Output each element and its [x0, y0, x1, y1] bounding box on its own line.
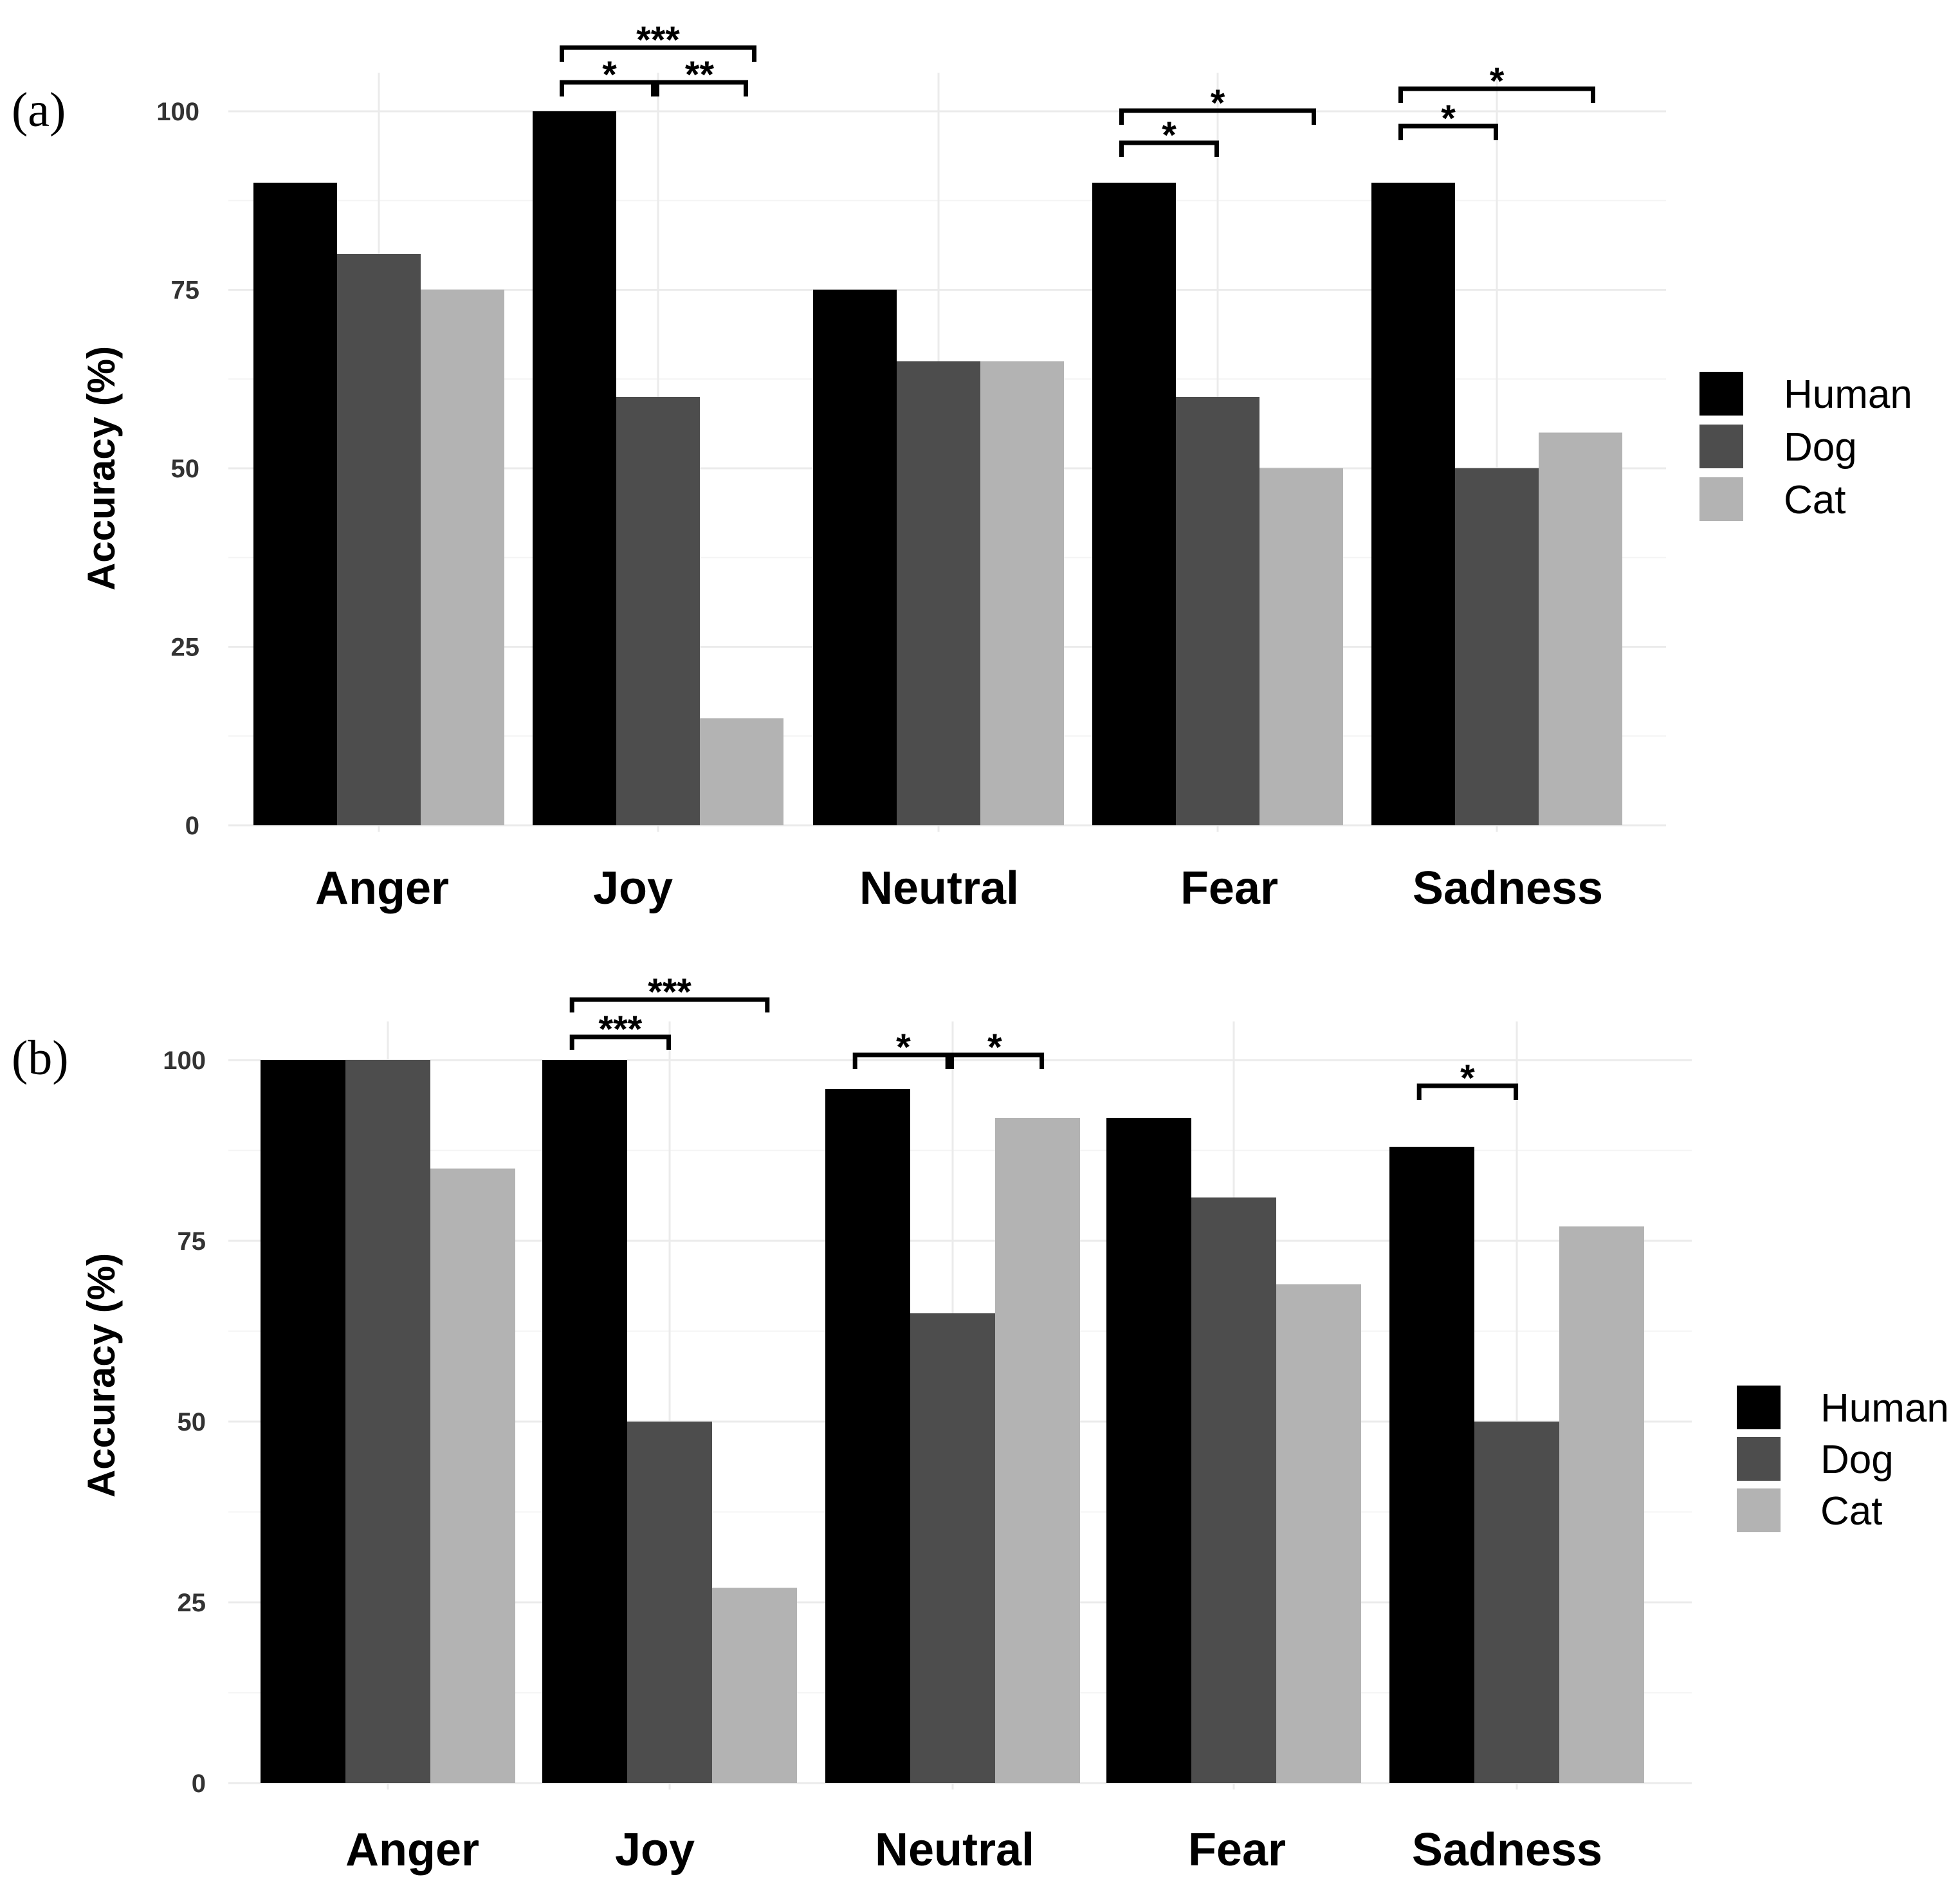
bar-fear-human [1106, 1117, 1191, 1783]
y-tick-label: 75 [171, 277, 200, 305]
significance-label: * [987, 1027, 1002, 1068]
significance-bracket [560, 80, 659, 96]
legend-label: Cat [1784, 478, 1846, 522]
x-tick-label: Fear [1188, 1824, 1286, 1876]
bar-neutral-human [825, 1088, 910, 1783]
x-tick-label: Fear [1180, 863, 1278, 914]
x-tick-label: Joy [615, 1824, 695, 1876]
bar-anger-cat [421, 289, 504, 825]
legend-swatch-human [1699, 372, 1743, 416]
bar-anger-cat [430, 1168, 515, 1783]
x-tick-label: Sadness [1413, 863, 1603, 914]
legend-label: Dog [1820, 1438, 1894, 1482]
significance-bracket [651, 80, 748, 96]
legend-label: Human [1784, 372, 1912, 417]
significance-label: ** [685, 54, 715, 96]
y-axis-label: Accuracy (%) [80, 1253, 123, 1497]
legend-label: Cat [1820, 1489, 1882, 1533]
y-tick-label: 75 [178, 1227, 206, 1256]
bar-sadness-dog [1455, 468, 1539, 825]
bar-sadness-human [1389, 1146, 1474, 1783]
significance-bracket [852, 1052, 955, 1069]
bar-sadness-cat [1559, 1226, 1644, 1783]
y-axis-label: Accuracy (%) [80, 346, 123, 590]
bar-fear-dog [1191, 1197, 1276, 1783]
y-tick-label: 50 [171, 455, 200, 483]
significance-label: * [602, 54, 617, 96]
x-tick-label: Neutral [875, 1824, 1034, 1876]
bar-anger-dog [345, 1060, 430, 1783]
panel-label: (a) [12, 83, 66, 137]
x-tick-label: Anger [315, 863, 449, 914]
bar-neutral-dog [910, 1313, 995, 1783]
bar-anger-human [253, 183, 337, 825]
bar-anger-dog [337, 254, 421, 825]
legend-swatch-human [1737, 1386, 1781, 1429]
significance-bracket [1119, 140, 1219, 157]
legend-swatch-cat [1699, 477, 1743, 521]
y-tick-label: 0 [185, 812, 199, 840]
bar-anger-human [261, 1060, 345, 1783]
significance-label: * [1211, 82, 1225, 124]
significance-label: * [1162, 114, 1177, 156]
legend-label: Dog [1784, 425, 1857, 470]
bar-fear-cat [1276, 1284, 1361, 1783]
x-tick-label: Joy [593, 863, 673, 914]
bar-fear-cat [1259, 468, 1343, 825]
bar-neutral-cat [980, 361, 1064, 825]
legend-swatch-cat [1737, 1488, 1781, 1532]
bar-fear-dog [1176, 397, 1259, 825]
chart-panel-a: (a) 0 25 50 75 100 Accuracy (%) Anger Joy Neutral… [12, 19, 1912, 914]
x-tick-label: Neutral [859, 863, 1019, 914]
significance-label: *** [636, 19, 680, 61]
y-tick-label: 100 [163, 1047, 206, 1075]
significance-bracket [1398, 86, 1595, 103]
x-tick-label: Sadness [1412, 1824, 1602, 1876]
x-tick-label: Anger [345, 1824, 479, 1876]
significance-label: * [896, 1027, 911, 1068]
bar-joy-dog [616, 397, 700, 825]
bar-neutral-cat [995, 1117, 1080, 1783]
bar-joy-cat [712, 1588, 797, 1783]
significance-label: * [1441, 98, 1456, 140]
bar-fear-human [1092, 183, 1176, 825]
bar-neutral-human [813, 289, 897, 825]
panel-label: (b) [12, 1031, 69, 1085]
y-tick-label: 100 [156, 98, 199, 126]
significance-label: * [1460, 1057, 1475, 1099]
y-tick-label: 25 [171, 634, 200, 662]
significance-bracket [1119, 108, 1316, 125]
significance-bracket [569, 1034, 672, 1050]
significance-label: *** [648, 971, 691, 1013]
bar-sadness-dog [1474, 1422, 1559, 1783]
significance-bracket [945, 1052, 1045, 1069]
significance-bracket [1416, 1083, 1519, 1100]
bar-neutral-dog [897, 361, 980, 825]
bar-sadness-human [1371, 183, 1455, 825]
significance-label: *** [599, 1009, 643, 1050]
significance-bracket [560, 45, 756, 62]
y-tick-label: 25 [178, 1589, 206, 1617]
bar-joy-cat [700, 718, 783, 825]
bar-joy-human [542, 1060, 627, 1783]
legend: Human Dog Cat [1737, 1386, 1949, 1533]
y-tick-label: 50 [178, 1408, 206, 1436]
bar-joy-dog [627, 1422, 712, 1783]
chart-panel-b: (b) 0 25 50 75 100 Accuracy (%) Anger Joy Neutral… [12, 971, 1949, 1876]
bar-sadness-cat [1539, 432, 1622, 825]
legend: Human Dog Cat [1699, 372, 1912, 522]
legend-label: Human [1820, 1386, 1949, 1431]
legend-swatch-dog [1699, 425, 1743, 468]
bar-joy-human [533, 111, 616, 825]
significance-label: * [1490, 60, 1505, 102]
y-tick-label: 0 [192, 1770, 206, 1798]
significance-bracket [569, 997, 770, 1012]
significance-bracket [1398, 124, 1498, 140]
legend-swatch-dog [1737, 1437, 1781, 1481]
